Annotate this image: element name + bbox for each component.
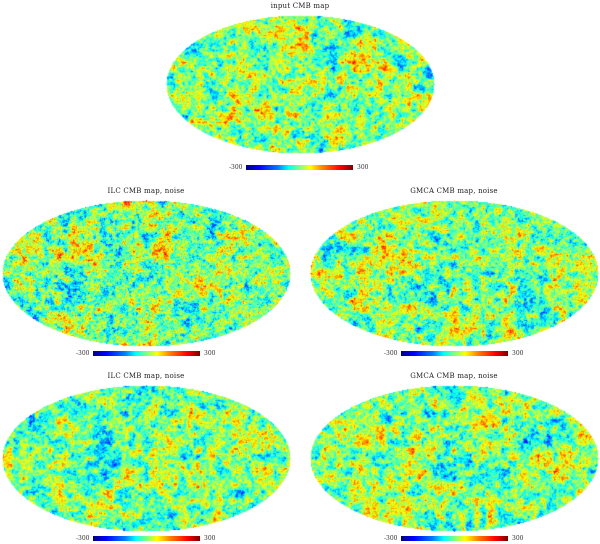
colorbar: -300 300 [229,164,371,173]
panel-map-middle-right: GMCA CMB map, noise -300 300 [308,185,600,363]
sky-map-mollweide [1,199,291,347]
sky-map-mollweide [309,384,599,532]
colorbar: -300 300 [76,535,218,544]
colorbar-max-label: 300 [204,350,216,357]
sky-map-mollweide [165,14,435,154]
colorbar-max-label: 300 [204,535,216,542]
sky-map-mollweide [309,199,599,347]
colorbar-min-label: -300 [76,535,90,542]
colorbar-gradient [401,536,508,541]
panel-title: ILC CMB map, noise [107,187,185,195]
colorbar-min-label: -300 [76,350,90,357]
colorbar-min-label: -300 [384,350,398,357]
colorbar-gradient [401,351,508,356]
colorbar: -300 300 [384,350,526,359]
panel-title: GMCA CMB map, noise [410,187,498,195]
colorbar: -300 300 [384,535,526,544]
colorbar-max-label: 300 [357,164,369,171]
panel-title: GMCA CMB map, noise [410,372,498,380]
colorbar-gradient [93,536,200,541]
sky-map-mollweide [1,384,291,532]
colorbar-min-label: -300 [384,535,398,542]
panel-map-bottom-left: ILC CMB map, noise -300 300 [0,370,292,542]
panel-input-map: input CMB map -300 300 [165,0,435,178]
colorbar-max-label: 300 [512,350,524,357]
colorbar-gradient [93,351,200,356]
colorbar-max-label: 300 [512,535,524,542]
colorbar-min-label: -300 [229,164,243,171]
panel-title: input CMB map [270,2,330,10]
panel-title: ILC CMB map, noise [107,372,185,380]
panel-map-bottom-right: GMCA CMB map, noise -300 300 [308,370,600,542]
colorbar-gradient [246,165,353,170]
colorbar: -300 300 [76,350,218,359]
panel-map-middle-left: ILC CMB map, noise -300 300 [0,185,292,363]
